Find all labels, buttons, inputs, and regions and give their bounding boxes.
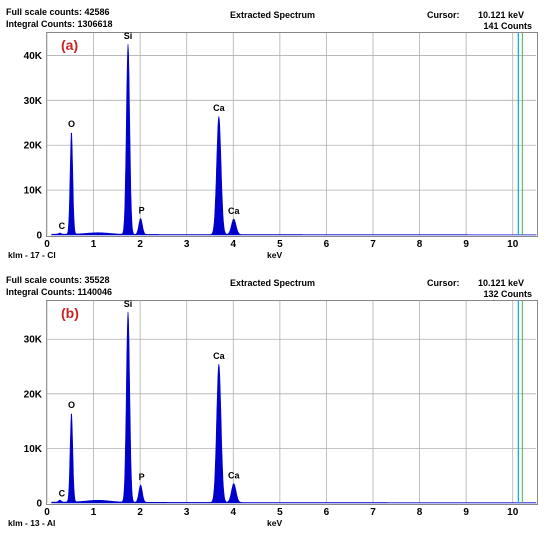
x-tick-label: 6 — [324, 507, 330, 518]
spectrum-area — [51, 311, 537, 504]
cursor-label: Cursor: — [427, 278, 460, 288]
y-tick-label: 10K — [24, 186, 43, 197]
spectrum-panel-a: Full scale counts: 42586 Integral Counts… — [2, 2, 546, 264]
x-tick-label: 2 — [137, 507, 143, 518]
peak-label: O — [68, 400, 75, 410]
integral-counts: Integral Counts: 1306618 — [6, 19, 113, 29]
cursor-value: 10.121 keV — [478, 278, 525, 288]
x-tick-label: 3 — [184, 507, 190, 518]
cursor-label: Cursor: — [427, 10, 460, 20]
x-tick-label: 7 — [370, 507, 376, 518]
x-tick-label: 8 — [417, 239, 423, 250]
cursor-counts: 132 Counts — [483, 289, 532, 299]
x-axis-label: keV — [267, 250, 283, 260]
peak-label: P — [139, 472, 145, 482]
panel-label: (b) — [61, 305, 79, 321]
x-tick-label: 9 — [463, 239, 469, 250]
y-tick-label: 10K — [24, 444, 43, 455]
x-tick-label: 10 — [507, 239, 519, 250]
cursor-counts: 141 Counts — [483, 21, 532, 31]
spectrum-chart-a: 0 1 2 3 4 5 6 7 8 9 10 0 10K 20K 30K 40K C O Si P Ca Ca (a) — [24, 31, 537, 250]
x-tick-label: 5 — [277, 507, 283, 518]
x-tick-label: 5 — [277, 239, 283, 250]
x-tick-label: 6 — [324, 239, 330, 250]
x-tick-label: 10 — [507, 507, 519, 518]
x-tick-label: 1 — [91, 507, 97, 518]
sample-label: klm - 17 - Cl — [8, 250, 56, 260]
x-tick-label: 2 — [137, 239, 143, 250]
integral-counts: Integral Counts: 1140046 — [6, 287, 113, 297]
sample-label: klm - 13 - Al — [8, 518, 56, 528]
full-scale-counts: Full scale counts: 35528 — [6, 275, 110, 285]
y-tick-label: 0 — [36, 499, 42, 510]
peak-label: P — [139, 205, 145, 215]
x-tick-label: 7 — [370, 239, 376, 250]
spectrum-chart-b: 0 1 2 3 4 5 6 7 8 9 10 0 10K 20K 30K C O Si P Ca Ca (b) — [24, 299, 537, 518]
x-tick-label: 0 — [44, 507, 50, 518]
peak-label: Ca — [213, 103, 225, 113]
spectrum-title: Extracted Spectrum — [230, 10, 316, 20]
x-tick-label: 8 — [417, 507, 423, 518]
x-tick-label: 9 — [463, 507, 469, 518]
peak-label: Ca — [213, 351, 225, 361]
x-tick-label: 3 — [184, 239, 190, 250]
y-tick-label: 20K — [24, 389, 43, 400]
y-tick-label: 20K — [24, 141, 43, 152]
full-scale-counts: Full scale counts: 42586 — [6, 7, 110, 17]
panel-label: (a) — [61, 37, 78, 53]
peak-label: O — [68, 119, 75, 129]
peak-label: C — [59, 221, 66, 231]
y-tick-label: 30K — [24, 96, 43, 107]
x-tick-label: 1 — [91, 239, 97, 250]
cursor-value: 10.121 keV — [478, 10, 525, 20]
x-tick-label: 4 — [231, 239, 237, 250]
peak-label: C — [59, 488, 66, 498]
spectrum-panel-b: Full scale counts: 35528 Integral Counts… — [2, 270, 546, 532]
peak-label: Si — [124, 299, 133, 309]
x-tick-label: 0 — [44, 239, 50, 250]
y-tick-label: 0 — [36, 231, 42, 242]
spectrum-area — [51, 44, 537, 236]
peak-label: Ca — [228, 470, 240, 480]
x-tick-label: 4 — [231, 507, 237, 518]
peak-label: Si — [124, 31, 133, 41]
y-tick-label: 30K — [24, 335, 43, 346]
x-axis-label: keV — [267, 518, 283, 528]
spectrum-title: Extracted Spectrum — [230, 278, 316, 288]
peak-label: Ca — [228, 206, 240, 216]
y-tick-label: 40K — [24, 51, 43, 62]
